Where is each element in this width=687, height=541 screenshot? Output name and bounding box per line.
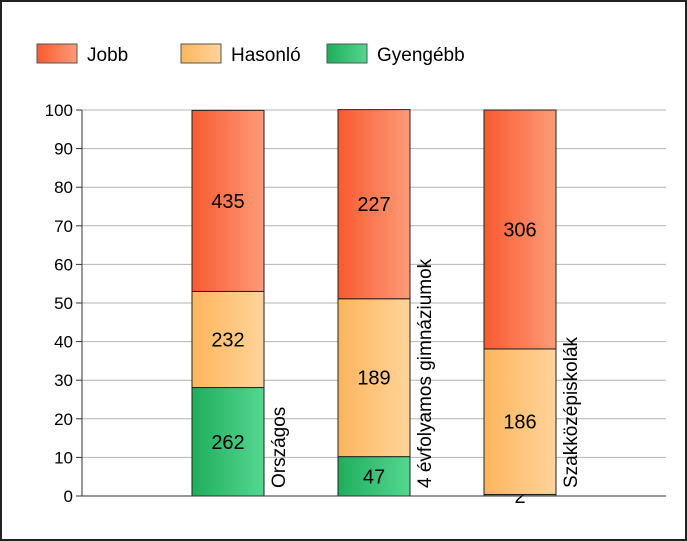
legend-swatch-gyengébb xyxy=(326,43,368,64)
legend-label-jobb: Jobb xyxy=(87,45,128,66)
legend: Jobb Hasonló Gyengébb xyxy=(36,43,465,66)
data-label: 232 xyxy=(211,329,244,351)
y-tick-label: 40 xyxy=(54,333,73,352)
y-tick-label: 70 xyxy=(54,217,73,236)
data-label: 306 xyxy=(503,219,536,241)
category-label: 4 évfolyamos gimnáziumok xyxy=(415,258,436,488)
bar-segment-hasonló xyxy=(483,348,557,495)
y-tick-label: 20 xyxy=(54,410,73,429)
legend-label-hasonló: Hasonló xyxy=(231,45,301,66)
bar-segment-hasonló xyxy=(191,290,265,389)
legend-label-gyengébb: Gyengébb xyxy=(377,45,465,66)
y-tick-label: 80 xyxy=(54,178,73,197)
data-label: 47 xyxy=(363,466,385,488)
data-label: 262 xyxy=(211,432,244,454)
legend-swatch-hasonló xyxy=(180,43,222,64)
data-label: 435 xyxy=(211,191,244,213)
y-tick-label: 0 xyxy=(64,487,73,506)
category-label: Országos xyxy=(269,407,290,488)
y-tick-label: 100 xyxy=(45,101,73,120)
data-label: 227 xyxy=(357,194,390,216)
y-tick-label: 30 xyxy=(54,371,73,390)
bar-segment-gyengébb xyxy=(191,387,265,497)
bar-segment-jobb xyxy=(337,109,411,300)
bars: 262 232 435 Országos 47 189 227 4 évfolyamos gi… xyxy=(191,109,582,508)
data-label: 2 xyxy=(514,486,525,508)
bar-segment-jobb xyxy=(191,109,265,292)
axes: 0 10 20 30 40 50 60 70 80 90 100 xyxy=(45,101,666,506)
y-tick-label: 60 xyxy=(54,255,73,274)
bar-segment-gyengébb xyxy=(337,456,411,497)
category-label: Szakközépiskolák xyxy=(561,336,582,488)
y-tick-label: 50 xyxy=(54,294,73,313)
data-label: 189 xyxy=(357,368,390,390)
y-tick-label: 10 xyxy=(54,448,73,467)
legend-swatch-jobb xyxy=(36,43,78,64)
data-label: 186 xyxy=(503,412,536,434)
y-tick-label: 90 xyxy=(54,140,73,159)
bar-segment-jobb xyxy=(483,109,557,350)
